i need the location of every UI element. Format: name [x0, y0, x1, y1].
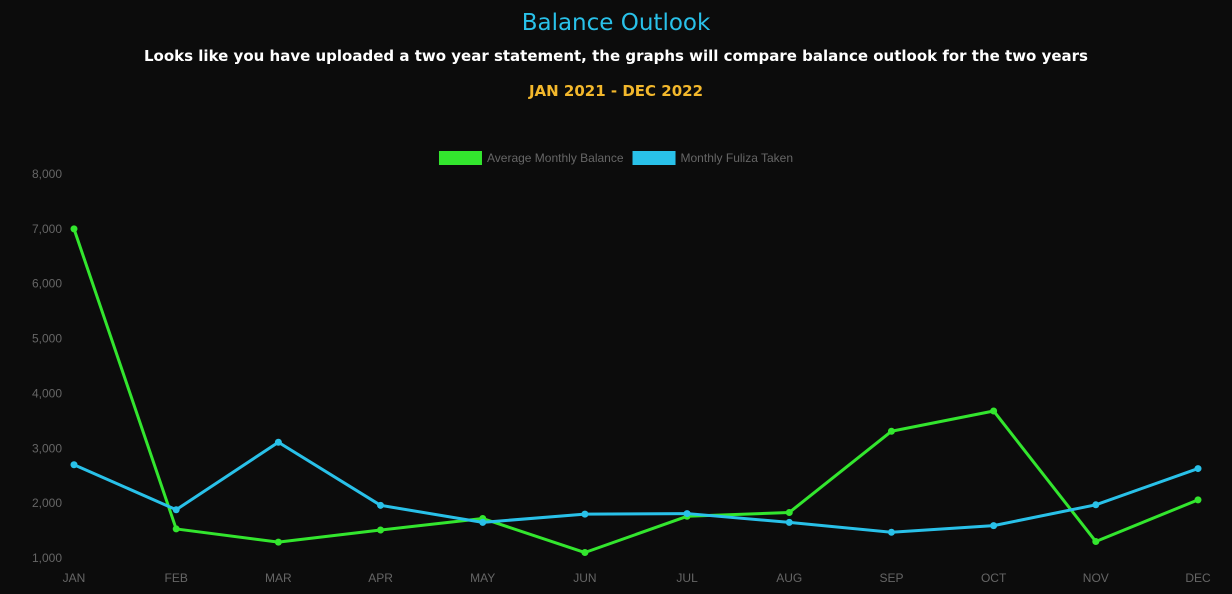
data-point[interactable] — [274, 438, 282, 446]
chart-legend: Average Monthly Balance Monthly Fuliza Ta… — [438, 151, 794, 165]
legend-item-1[interactable]: Monthly Fuliza Taken — [632, 151, 794, 165]
data-point[interactable] — [1092, 538, 1100, 546]
data-point[interactable] — [1194, 496, 1202, 504]
data-point[interactable] — [683, 510, 691, 518]
x-tick-label: JUN — [573, 571, 596, 585]
data-point[interactable] — [990, 407, 998, 415]
data-point[interactable] — [377, 501, 385, 509]
data-point[interactable] — [990, 522, 998, 530]
x-axis: JAN FEB MAR APR MAY JUN JUL AUG SEP OCT NOV DEC — [63, 571, 1211, 585]
data-point[interactable] — [887, 528, 895, 536]
legend-label: Average Monthly Balance — [487, 151, 624, 165]
legend-item-0[interactable]: Average Monthly Balance — [438, 151, 624, 165]
x-tick-label: MAR — [265, 571, 292, 585]
data-point[interactable] — [479, 518, 487, 526]
x-tick-label: AUG — [776, 571, 802, 585]
data-point[interactable] — [377, 526, 385, 534]
data-point[interactable] — [172, 506, 180, 514]
x-tick-label: SEP — [879, 571, 903, 585]
data-point[interactable] — [274, 538, 282, 546]
data-point[interactable] — [70, 225, 78, 233]
x-tick-label: DEC — [1185, 571, 1211, 585]
y-tick-label: 6,000 — [32, 277, 62, 291]
x-tick-label: NOV — [1083, 571, 1109, 585]
legend-swatch — [632, 151, 676, 165]
series-line-1 — [73, 440, 1199, 534]
y-tick-label: 7,000 — [32, 222, 62, 236]
data-point[interactable] — [581, 510, 589, 518]
y-tick-label: 3,000 — [32, 441, 62, 455]
date-range-label: JAN 2021 - DEC 2022 — [528, 82, 704, 100]
y-tick-label: 2,000 — [32, 496, 62, 510]
data-point[interactable] — [70, 461, 78, 469]
series-layer — [70, 225, 1202, 557]
y-tick-label: 1,000 — [32, 551, 62, 565]
data-point[interactable] — [1092, 501, 1100, 509]
legend-label: Monthly Fuliza Taken — [681, 151, 794, 165]
legend-swatch — [438, 151, 482, 165]
x-tick-label: JAN — [63, 571, 86, 585]
page-subtitle: Looks like you have uploaded a two year … — [144, 47, 1088, 65]
series-line-0 — [72, 228, 1199, 555]
y-tick-label: 4,000 — [32, 386, 62, 400]
data-point[interactable] — [785, 508, 793, 516]
data-point[interactable] — [581, 549, 589, 557]
x-tick-label: APR — [368, 571, 393, 585]
x-tick-label: FEB — [165, 571, 188, 585]
y-tick-label: 8,000 — [32, 167, 62, 181]
page-title: Balance Outlook — [521, 10, 711, 36]
y-axis: 1,000 2,000 3,000 4,000 5,000 6,000 7,000 8,000 — [32, 167, 62, 565]
x-tick-label: JUL — [676, 571, 698, 585]
data-point[interactable] — [887, 427, 895, 435]
x-tick-label: MAY — [470, 571, 495, 585]
data-point[interactable] — [1194, 465, 1202, 473]
x-tick-label: OCT — [981, 571, 1007, 585]
data-point[interactable] — [785, 518, 793, 526]
data-point[interactable] — [172, 525, 180, 533]
y-tick-label: 5,000 — [32, 332, 62, 346]
